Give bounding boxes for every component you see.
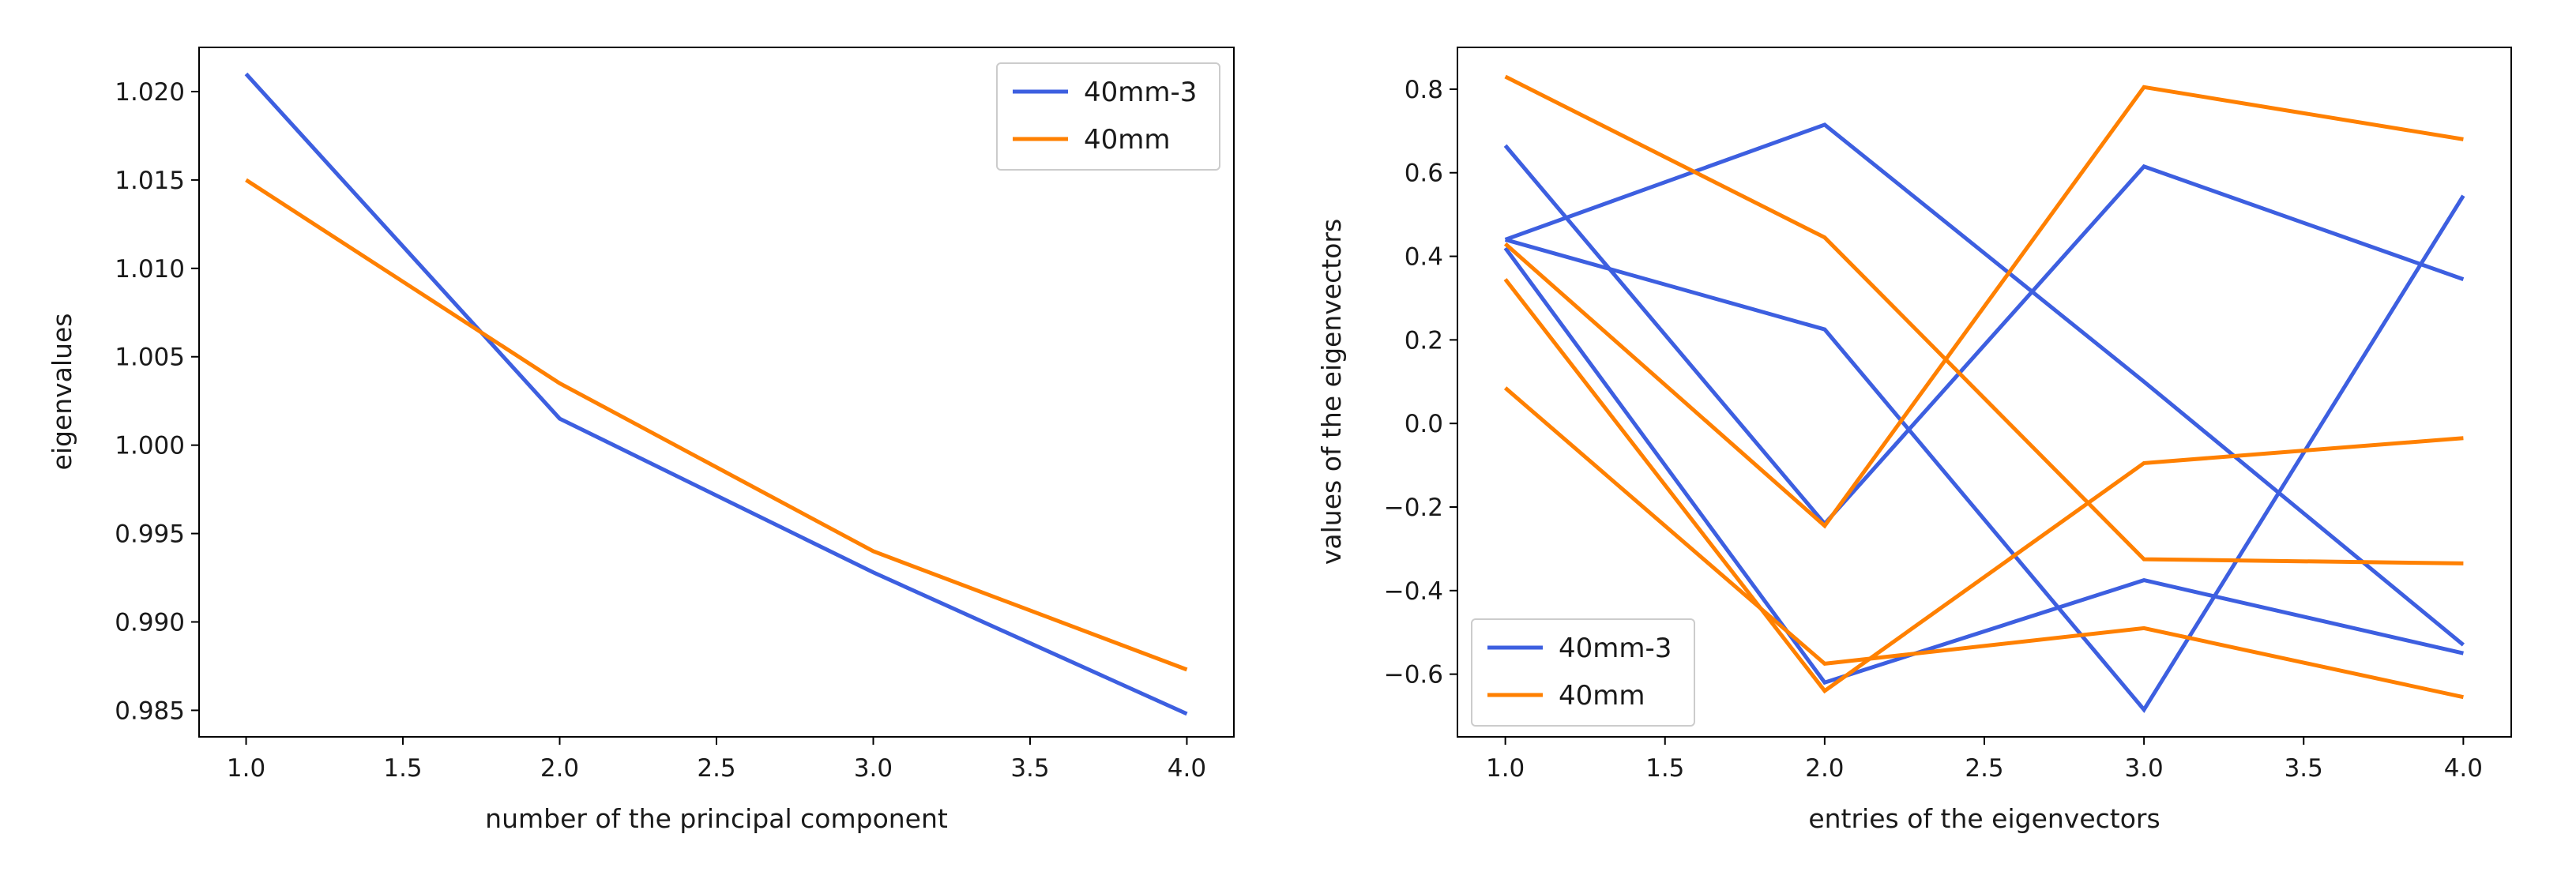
figure: 1.0 1.5 2.0 2.5 3.0 3.5 4.0 0.985 0.990 0.995 1.0… <box>0 0 2576 879</box>
x-tick-label: 4.0 <box>1168 754 1206 783</box>
series-line-40mm-3 <box>1506 125 2464 645</box>
legend: 40mm-3 40mm <box>997 63 1220 170</box>
legend-label-40mm: 40mm <box>1084 124 1171 156</box>
series-line-40mm <box>246 180 1187 670</box>
y-tick-label: −0.2 <box>1384 494 1443 522</box>
x-axis-label: number of the principal component <box>485 803 948 834</box>
x-tick-label: 2.5 <box>697 754 735 783</box>
series-line-40mm <box>1506 77 2464 563</box>
eigenvalues-chart: 1.0 1.5 2.0 2.5 3.0 3.5 4.0 0.985 0.990 0.995 1.0… <box>47 47 1234 834</box>
legend: 40mm-3 40mm <box>1472 619 1694 726</box>
x-tick-label: 2.5 <box>1965 754 2003 783</box>
x-tick-label: 1.5 <box>383 754 422 783</box>
x-tick-label: 3.5 <box>1010 754 1049 783</box>
y-tick-label: 0.4 <box>1405 243 1443 272</box>
y-tick-label: 0.6 <box>1405 160 1443 188</box>
x-tick-label: 2.0 <box>1805 754 1844 783</box>
x-tick-label: 1.0 <box>227 754 265 783</box>
series-line-40mm <box>1506 87 2464 526</box>
y-tick-label: 0.0 <box>1405 410 1443 438</box>
y-tick-label: 1.005 <box>115 344 185 372</box>
x-tick-label: 1.0 <box>1486 754 1525 783</box>
y-tick-label: 1.000 <box>115 432 185 460</box>
y-tick-label: 1.015 <box>115 167 185 195</box>
eigenvectors-chart: 1.0 1.5 2.0 2.5 3.0 3.5 4.0 −0.6 −0.4 −0.2 0.0 0.2… <box>1316 47 2511 834</box>
y-tick-label: 0.8 <box>1405 76 1443 104</box>
x-tick-label: 3.0 <box>854 754 893 783</box>
x-tick-label: 2.0 <box>540 754 579 783</box>
legend-label-40mm-3: 40mm-3 <box>1559 633 1672 664</box>
y-axis-label: values of the eigenvectors <box>1316 219 1347 565</box>
y-tick-label: 0.2 <box>1405 326 1443 355</box>
y-axis-label: eigenvalues <box>47 314 77 471</box>
legend-label-40mm: 40mm <box>1559 680 1645 712</box>
y-tick-label: 1.010 <box>115 255 185 284</box>
x-tick-label: 3.0 <box>2124 754 2163 783</box>
x-tick-label: 1.5 <box>1645 754 1684 783</box>
y-tick-label: −0.4 <box>1384 577 1443 606</box>
x-tick-label: 4.0 <box>2444 754 2483 783</box>
y-tick-label: −0.6 <box>1384 661 1443 689</box>
y-tick-label: 1.020 <box>115 78 185 107</box>
legend-label-40mm-3: 40mm-3 <box>1084 77 1197 108</box>
x-axis-label: entries of the eigenvectors <box>1808 803 2160 834</box>
y-tick-label: 0.995 <box>115 520 185 549</box>
y-tick-label: 0.985 <box>115 697 185 725</box>
y-tick-label: 0.990 <box>115 609 185 637</box>
x-tick-label: 3.5 <box>2285 754 2323 783</box>
